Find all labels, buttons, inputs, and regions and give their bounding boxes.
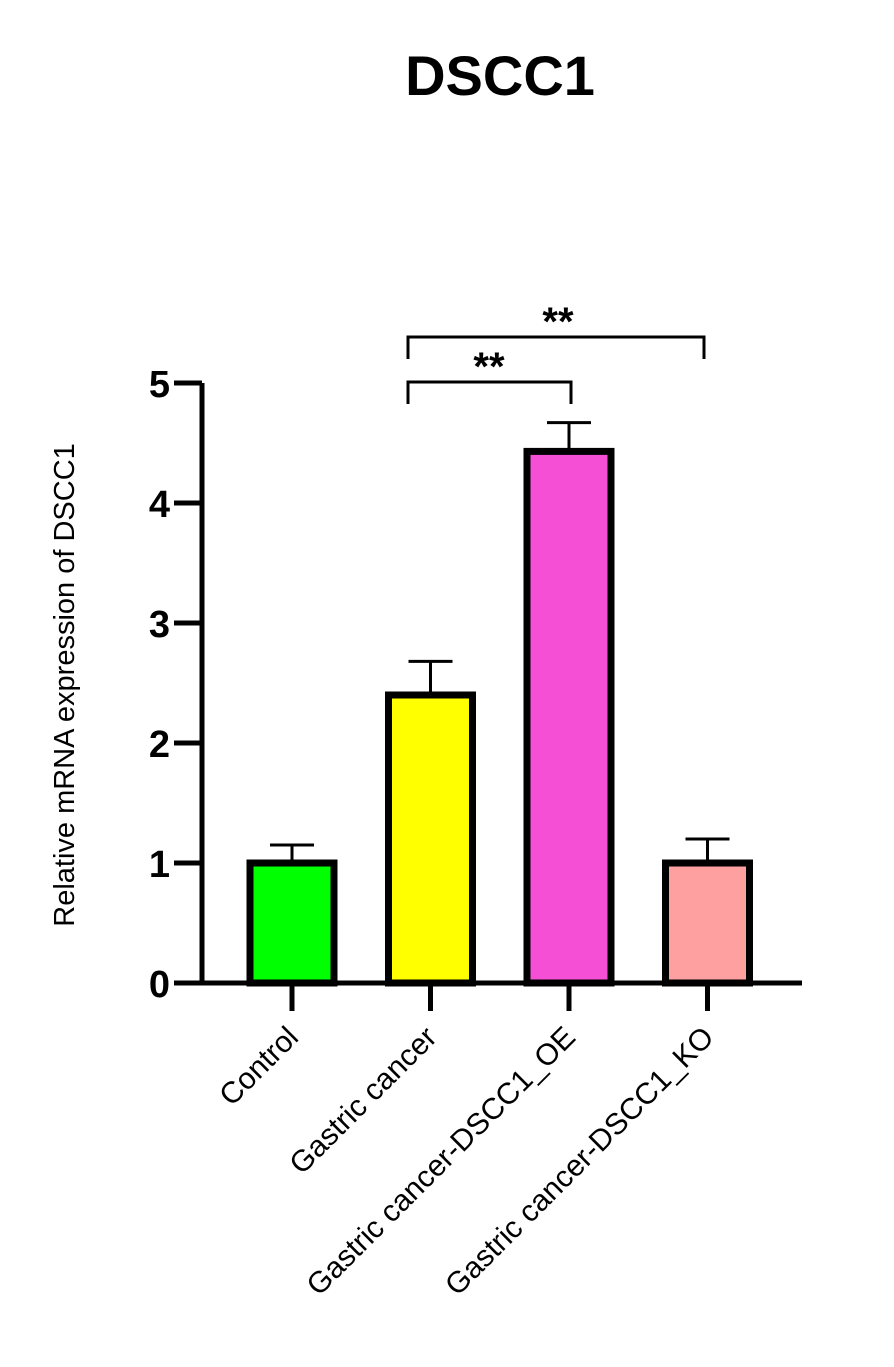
- significance-label: **: [542, 300, 574, 344]
- y-tick-label: 3: [149, 604, 170, 646]
- x-tick-label: Gastric cancer-DSCC1_OE: [300, 1021, 582, 1303]
- significance-bracket: [406, 335, 706, 359]
- x-tick-label: Gastric cancer-DSCC1_KO: [439, 1021, 721, 1303]
- y-tick-label: 5: [149, 364, 170, 406]
- x-tick-label: Gastric cancer: [283, 1021, 443, 1181]
- y-tick-label: 1: [149, 844, 170, 886]
- chart-title: DSCC1: [405, 44, 595, 107]
- significance-bracket: [406, 380, 573, 404]
- x-tick-label: Control: [213, 1021, 305, 1113]
- bar: [662, 859, 753, 987]
- y-tick-label: 0: [149, 964, 170, 1006]
- y-axis-label: Relative mRNA expression of DSCC1: [49, 443, 81, 927]
- bar: [385, 691, 476, 987]
- y-tick-label: 4: [149, 484, 170, 526]
- significance-label: **: [473, 345, 505, 389]
- bar: [246, 859, 338, 987]
- y-tick-label: 2: [149, 724, 170, 766]
- bar: [523, 447, 615, 987]
